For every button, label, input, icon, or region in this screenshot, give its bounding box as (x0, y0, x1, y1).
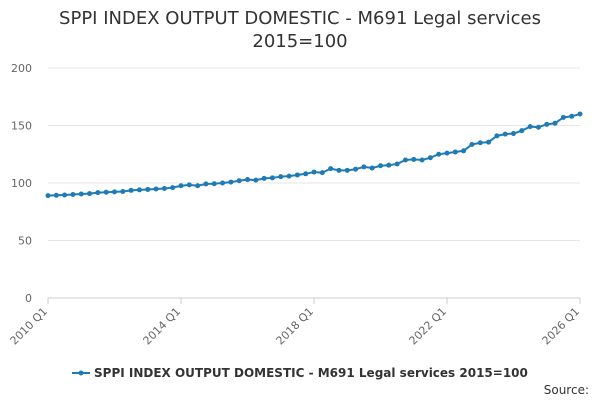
data-point[interactable] (469, 141, 475, 147)
y-tick-label: 150 (11, 120, 32, 133)
data-point[interactable] (544, 121, 550, 127)
chart-title-line2: 2015=100 (252, 31, 347, 52)
data-point[interactable] (486, 139, 492, 145)
data-point[interactable] (178, 183, 184, 189)
x-tick-label: 2022 Q1 (407, 305, 450, 348)
data-point[interactable] (195, 183, 201, 189)
y-axis-ticks: 0 50 100 150 200 (11, 62, 32, 305)
data-point[interactable] (211, 181, 217, 187)
gridlines (48, 67, 580, 241)
data-point[interactable] (95, 190, 101, 196)
data-point[interactable] (511, 131, 516, 137)
y-tick-label: 200 (11, 62, 32, 75)
data-point[interactable] (577, 111, 583, 117)
data-point[interactable] (153, 186, 159, 192)
data-point[interactable] (136, 187, 142, 193)
x-axis: 2010 Q1 2014 Q1 2018 Q1 2022 Q1 2026 Q1 (8, 297, 583, 348)
chart-title-line1: SPPI INDEX OUTPUT DOMESTIC - M691 Legal … (59, 8, 541, 29)
data-point[interactable] (411, 156, 417, 162)
data-point[interactable] (369, 165, 375, 171)
y-tick-label: 100 (11, 177, 32, 190)
data-point[interactable] (45, 193, 51, 199)
x-tick-label: 2010 Q1 (8, 305, 51, 348)
data-point[interactable] (427, 155, 433, 161)
data-point[interactable] (527, 124, 533, 130)
data-point[interactable] (477, 140, 483, 146)
data-point[interactable] (87, 191, 93, 197)
data-point[interactable] (286, 173, 292, 179)
data-point[interactable] (245, 177, 250, 183)
data-point[interactable] (253, 177, 259, 183)
data-point[interactable] (228, 179, 234, 185)
data-point[interactable] (560, 114, 566, 120)
data-point[interactable] (328, 166, 334, 172)
data-point[interactable] (145, 186, 151, 192)
data-point[interactable] (494, 133, 500, 139)
data-point[interactable] (294, 172, 300, 178)
data-point[interactable] (502, 131, 508, 137)
data-point[interactable] (62, 192, 68, 198)
data-point[interactable] (552, 120, 558, 126)
data-point[interactable] (535, 124, 541, 130)
source-label: Source: (544, 383, 589, 397)
x-tick-label: 2026 Q1 (540, 305, 583, 348)
data-point[interactable] (444, 150, 450, 156)
data-point[interactable] (344, 167, 350, 173)
data-point[interactable] (112, 189, 117, 195)
data-point[interactable] (386, 162, 392, 168)
data-point[interactable] (311, 169, 317, 175)
data-point[interactable] (303, 171, 309, 177)
data-point[interactable] (436, 151, 442, 157)
data-point[interactable] (120, 189, 126, 195)
x-tick-label: 2018 Q1 (274, 305, 317, 348)
data-point[interactable] (78, 191, 84, 197)
legend-marker-icon (78, 370, 84, 376)
legend[interactable]: SPPI INDEX OUTPUT DOMESTIC - M691 Legal … (72, 366, 528, 380)
data-point[interactable] (278, 174, 284, 180)
y-tick-label: 0 (25, 292, 32, 305)
data-point[interactable] (319, 170, 325, 176)
data-point[interactable] (128, 187, 134, 193)
data-point[interactable] (220, 180, 226, 186)
data-point[interactable] (569, 113, 575, 119)
data-point[interactable] (186, 182, 192, 188)
data-point[interactable] (170, 185, 176, 191)
legend-label: SPPI INDEX OUTPUT DOMESTIC - M691 Legal … (94, 366, 528, 380)
y-tick-label: 50 (18, 235, 32, 248)
data-point[interactable] (70, 192, 76, 197)
data-point[interactable] (261, 175, 267, 181)
data-point[interactable] (53, 192, 59, 198)
data-point[interactable] (161, 186, 167, 192)
data-point[interactable] (394, 161, 400, 167)
data-point[interactable] (203, 181, 209, 187)
data-point[interactable] (378, 163, 383, 169)
data-point[interactable] (336, 167, 342, 173)
data-point[interactable] (461, 148, 467, 154)
data-point[interactable] (519, 128, 525, 134)
data-point[interactable] (361, 164, 367, 170)
data-point[interactable] (236, 178, 242, 184)
x-tick-label: 2014 Q1 (141, 305, 184, 348)
data-point[interactable] (103, 189, 109, 195)
data-point[interactable] (269, 175, 275, 181)
series-layer (45, 111, 583, 199)
data-point[interactable] (402, 157, 408, 163)
data-point[interactable] (452, 149, 458, 155)
data-point[interactable] (353, 166, 359, 172)
data-point[interactable] (419, 157, 425, 163)
